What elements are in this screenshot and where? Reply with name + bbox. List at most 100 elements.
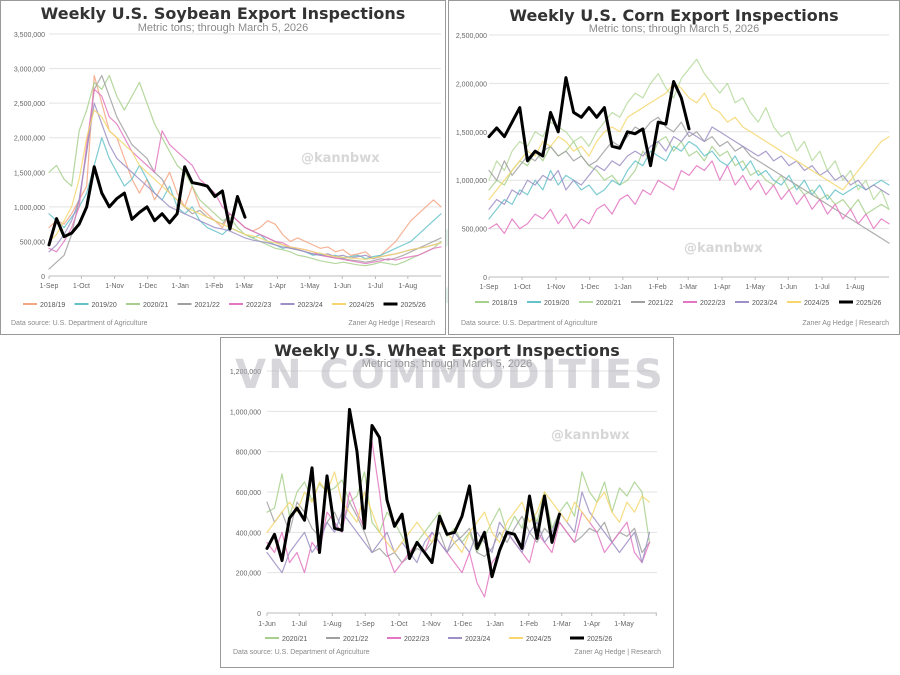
legend-label: 2025/26	[856, 300, 881, 307]
x-tick-label: 1-Sep	[480, 284, 499, 291]
watermark-handle: @kannbwx	[301, 151, 380, 166]
series-line-2024-25	[488, 82, 890, 201]
legend-label: 2019/20	[92, 302, 117, 309]
legend-label: 2022/23	[700, 300, 725, 307]
x-tick-label: 1-Jul	[814, 284, 830, 291]
x-tick-label: 1-Dec	[453, 621, 472, 628]
corn-chart-panel: Weekly U.S. Corn Export Inspections Metr…	[448, 0, 900, 335]
x-tick-label: 1-Jan	[486, 621, 504, 628]
x-tick-label: 1-May	[300, 283, 320, 290]
y-tick-label: 800,000	[236, 450, 261, 457]
series-line-2022-23	[48, 88, 442, 265]
legend-label: 2024/25	[804, 300, 829, 307]
y-tick-label: 0	[257, 611, 261, 618]
x-tick-label: 1-Jul	[368, 283, 384, 290]
y-tick-label: 1,000,000	[14, 205, 45, 212]
legend-label: 2025/26	[587, 636, 612, 643]
legend-label: 2021/22	[195, 302, 220, 309]
wheat-source-note: Data source: U.S. Department of Agricult…	[233, 649, 370, 656]
y-tick-label: 2,500,000	[456, 33, 487, 40]
y-tick-label: 3,500,000	[14, 32, 45, 39]
series-line-2020-21	[266, 471, 651, 554]
series-line-2023-24	[488, 126, 890, 210]
x-tick-label: 1-Nov	[547, 284, 566, 291]
x-tick-label: 1-Aug	[398, 283, 417, 290]
x-tick-label: 1-Jan	[171, 283, 189, 290]
watermark-handle: @kannbwx	[551, 428, 630, 443]
series-line-2020-21	[488, 58, 890, 210]
legend-label: 2023/24	[298, 302, 323, 309]
x-tick-label: 1-Oct	[390, 621, 407, 628]
x-tick-label: 1-Nov	[422, 621, 441, 628]
x-tick-label: 1-Apr	[583, 621, 601, 628]
x-tick-label: 1-May	[614, 621, 634, 628]
soybean-credit: Zaner Ag Hedge | Research	[348, 320, 435, 327]
y-tick-label: 400,000	[236, 530, 261, 537]
wheat-chart-title: Weekly U.S. Wheat Export Inspections	[274, 341, 620, 360]
series-line-2024-25	[266, 471, 651, 554]
soybean-chart-panel: Weekly U.S. Soybean Export Inspections M…	[0, 0, 446, 335]
y-tick-label: 1,000,000	[456, 178, 487, 185]
corn-chart-plot: 0 500,000 1,000,000 1,500,000 2,000,000 2,500…	[456, 33, 890, 307]
corn-credit: Zaner Ag Hedge | Research	[802, 320, 889, 327]
y-tick-label: 2,000,000	[14, 136, 45, 143]
corn-chart-subtitle: Metric tons; through March 5, 2026	[588, 23, 760, 35]
legend-label: 2022/23	[246, 302, 271, 309]
legend-label: 2024/25	[349, 302, 374, 309]
x-tick-label: 1-Jun	[258, 621, 276, 628]
x-tick-label: 1-Mar	[553, 621, 572, 628]
legend-label: 2024/25	[526, 636, 551, 643]
y-tick-label: 1,500,000	[456, 130, 487, 137]
y-tick-label: 1,200,000	[230, 369, 261, 376]
legend-label: 2019/20	[544, 300, 569, 307]
legend-label: 2020/21	[596, 300, 621, 307]
soybean-source-note: Data source: U.S. Department of Agricult…	[11, 320, 148, 327]
y-tick-label: 1,500,000	[14, 170, 45, 177]
x-tick-label: 1-Mar	[235, 283, 254, 290]
series-line-2022-23	[266, 440, 651, 598]
y-tick-label: 3,000,000	[14, 67, 45, 74]
legend-label: 2021/22	[343, 636, 368, 643]
series-line-2025-26	[47, 165, 247, 247]
x-tick-label: 1-Jun	[333, 283, 351, 290]
x-tick-label: 1-Feb	[648, 284, 666, 291]
series-line-2020-21	[48, 74, 442, 267]
soybean-chart-title: Weekly U.S. Soybean Export Inspections	[40, 4, 406, 23]
series-line-2019-20	[48, 137, 442, 260]
x-tick-label: 1-Feb	[520, 621, 538, 628]
y-tick-label: 0	[483, 275, 487, 282]
x-tick-label: 1-Aug	[846, 284, 865, 291]
y-tick-label: 0	[41, 274, 45, 281]
series-line-2022-23	[488, 160, 890, 235]
series-line-2024-25	[48, 109, 442, 261]
legend-label: 2023/24	[465, 636, 490, 643]
x-tick-label: 1-Jan	[614, 284, 632, 291]
y-tick-label: 500,000	[462, 227, 487, 234]
x-tick-label: 1-May	[745, 284, 765, 291]
wheat-chart-subtitle: Metric tons; through March 5, 2026	[361, 358, 533, 370]
y-tick-label: 2,000,000	[456, 81, 487, 88]
legend-label: 2018/19	[492, 300, 517, 307]
y-tick-label: 200,000	[236, 571, 261, 578]
x-tick-label: 1-Jul	[292, 621, 308, 628]
series-line-2023-24	[266, 491, 651, 574]
soybean-chart-plot: 0 500,000 1,000,000 1,500,000 2,000,000 2,500…	[14, 32, 442, 309]
legend-label: 2021/22	[648, 300, 673, 307]
corn-chart-title: Weekly U.S. Corn Export Inspections	[509, 6, 839, 25]
y-tick-label: 1,000,000	[230, 409, 261, 416]
x-tick-label: 1-Dec	[138, 283, 157, 290]
x-tick-label: 1-Sep	[40, 283, 59, 290]
x-tick-label: 1-Feb	[205, 283, 223, 290]
x-tick-label: 1-Sep	[356, 621, 375, 628]
x-tick-label: 1-Dec	[580, 284, 599, 291]
series-line-2019-20	[488, 140, 890, 220]
soybean-chart-subtitle: Metric tons; through March 5, 2026	[137, 22, 309, 34]
wheat-chart-plot: 0 200,000 400,000 600,000 800,000 1,000,000 1,…	[230, 369, 657, 643]
series-line-2025-26	[265, 407, 561, 579]
series-line-2021-22	[488, 116, 890, 244]
corn-source-note: Data source: U.S. Department of Agricult…	[461, 320, 598, 327]
x-tick-label: 1-Mar	[679, 284, 698, 291]
legend-label: 2018/19	[40, 302, 65, 309]
x-tick-label: 1-Oct	[73, 283, 90, 290]
x-tick-label: 1-Aug	[323, 621, 342, 628]
